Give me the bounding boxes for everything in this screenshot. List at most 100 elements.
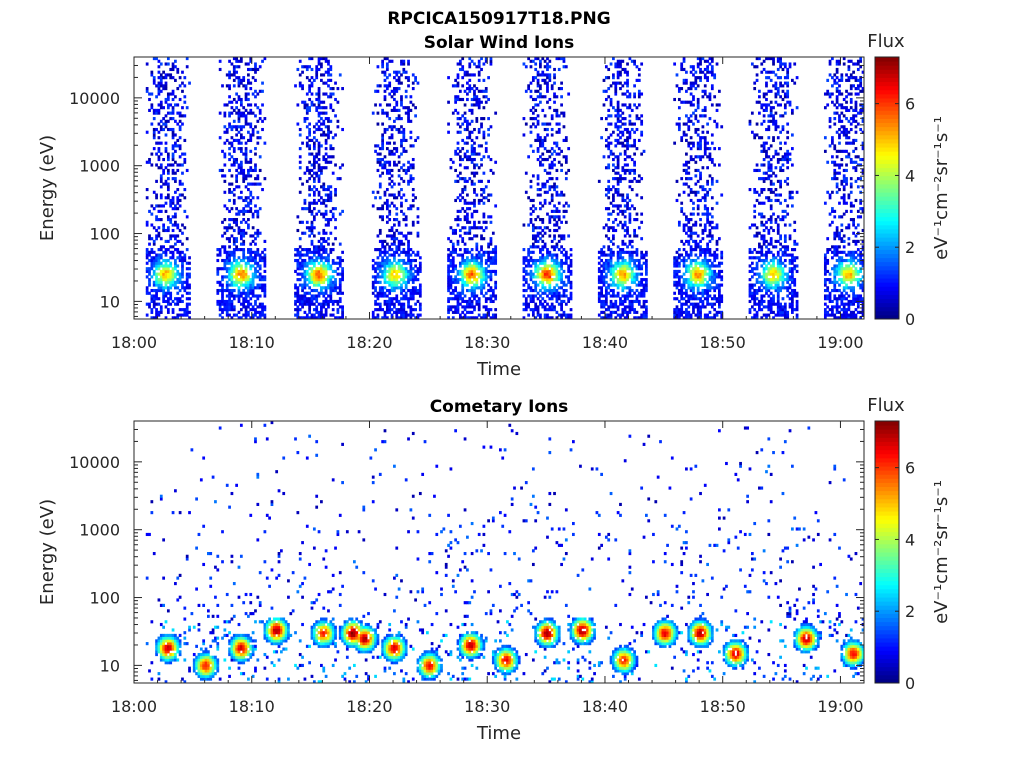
heatmap-cell: [480, 275, 483, 279]
heatmap-cell: [619, 209, 622, 213]
heatmap-cell: [597, 179, 601, 183]
heatmap-cell: [174, 190, 177, 194]
heatmap-cell: [256, 106, 260, 110]
heatmap-cell: [178, 125, 182, 129]
heatmap-cell: [522, 269, 526, 274]
heatmap-cell: [407, 182, 410, 186]
heatmap-cell: [404, 106, 408, 110]
heatmap-cell: [315, 155, 319, 159]
heatmap-cell: [303, 171, 307, 175]
heatmap-cell: [329, 130, 333, 134]
heatmap-cell: [623, 209, 627, 213]
heatmap-cell: [449, 261, 453, 265]
heatmap-cell: [527, 253, 531, 257]
heatmap-cell: [645, 253, 648, 257]
heatmap-cell: [557, 278, 561, 282]
heatmap-cell: [623, 204, 627, 208]
heatmap-cell: [298, 166, 302, 170]
heatmap-cell: [451, 297, 455, 301]
heatmap-cell: [298, 133, 302, 137]
heatmap-cell: [390, 269, 394, 274]
heatmap-cell: [685, 168, 688, 173]
heatmap-cell: [376, 234, 380, 238]
heatmap-cell: [407, 258, 410, 263]
heatmap-cell: [249, 122, 253, 126]
heatmap-cell: [244, 261, 248, 265]
heatmap-cell: [301, 261, 304, 265]
heatmap-cell: [148, 97, 151, 102]
heatmap-cell: [223, 218, 227, 222]
heatmap-cell: [263, 57, 267, 61]
heatmap-cell: [390, 201, 394, 205]
heatmap-cell: [239, 308, 243, 312]
heatmap-cell: [635, 65, 639, 69]
heatmap-cell: [480, 264, 483, 268]
heatmap-cell: [383, 310, 387, 314]
heatmap-cell: [385, 242, 389, 246]
heatmap-cell: [244, 299, 248, 304]
heatmap-cell: [604, 76, 608, 80]
heatmap-cell: [305, 226, 309, 230]
heatmap-cell: [466, 97, 469, 102]
heatmap-cell: [477, 201, 481, 205]
heatmap-cell: [689, 92, 693, 96]
heatmap-cell: [685, 267, 688, 271]
heatmap-cell: [494, 313, 498, 317]
heatmap-cell: [635, 78, 639, 82]
heatmap-cell: [390, 59, 394, 63]
heatmap-cell: [677, 269, 681, 274]
heatmap-cell: [602, 283, 606, 287]
heatmap-cell: [675, 250, 679, 254]
heatmap-cell: [322, 166, 326, 170]
heatmap-cell: [185, 286, 189, 290]
heatmap-cell: [569, 291, 573, 295]
heatmap-cell: [449, 308, 453, 312]
heatmap-cell: [381, 308, 385, 312]
heatmap-cell: [298, 261, 302, 265]
heatmap-cell: [637, 258, 641, 263]
heatmap-cell: [461, 57, 465, 61]
heatmap-cell: [388, 141, 392, 145]
heatmap-cell: [685, 81, 688, 85]
heatmap-cell: [539, 136, 542, 140]
heatmap-cell: [416, 267, 420, 271]
heatmap-cell: [169, 201, 173, 205]
heatmap-cell: [553, 234, 556, 238]
heatmap-cell: [169, 283, 173, 287]
heatmap-cell: [489, 239, 493, 243]
heatmap-cell: [404, 294, 408, 298]
heatmap-cell: [626, 245, 629, 249]
heatmap-cell: [414, 264, 417, 268]
heatmap-cell: [468, 280, 472, 284]
heatmap-cell: [329, 193, 333, 197]
heatmap-cell: [181, 264, 184, 268]
heatmap-cell: [249, 248, 253, 252]
heatmap-cell: [171, 106, 175, 110]
heatmap-cell: [539, 294, 542, 298]
heatmap-cell: [239, 269, 243, 274]
heatmap-cell: [235, 245, 239, 249]
heatmap-cell: [296, 253, 300, 257]
heatmap-cell: [162, 117, 166, 121]
heatmap-cell: [223, 125, 227, 129]
heatmap-cell: [400, 138, 403, 143]
heatmap-cell: [390, 283, 394, 287]
heatmap-cell: [164, 291, 168, 295]
heatmap-cell: [621, 103, 625, 107]
heatmap-cell: [395, 228, 399, 233]
heatmap-cell: [409, 179, 413, 183]
heatmap-cell: [619, 65, 622, 69]
heatmap-cell: [385, 280, 389, 284]
heatmap-cell: [461, 297, 465, 301]
heatmap-cell: [242, 78, 246, 82]
heatmap-cell: [251, 92, 255, 96]
heatmap-cell: [616, 182, 620, 186]
heatmap-cell: [247, 288, 250, 293]
heatmap-cell: [407, 231, 410, 235]
heatmap-cell: [228, 147, 231, 151]
heatmap-cell: [689, 136, 693, 140]
heatmap-cell: [543, 138, 547, 143]
heatmap-cell: [637, 283, 641, 287]
heatmap-cell: [447, 288, 450, 293]
heatmap-cell: [242, 174, 246, 178]
